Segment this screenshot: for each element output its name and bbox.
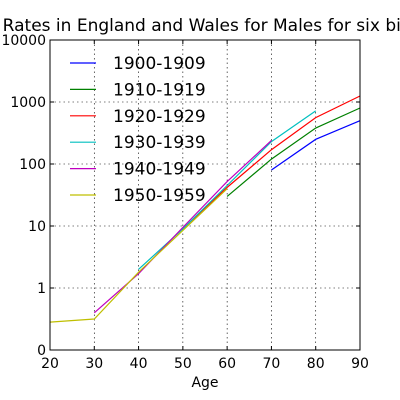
y-tick-label: 100 bbox=[19, 157, 46, 173]
x-tick-label: 20 bbox=[41, 356, 59, 372]
y-tick-label: 10000 bbox=[1, 33, 46, 49]
y-tick-label: 0 bbox=[37, 343, 46, 359]
legend-label: 1950-1959 bbox=[113, 186, 206, 206]
series-line-1940-1949 bbox=[93, 139, 272, 314]
legend-label: 1910-1919 bbox=[113, 80, 206, 100]
x-tick-label: 70 bbox=[263, 356, 281, 372]
series-line-1950-1959 bbox=[49, 188, 228, 323]
x-tick-label: 30 bbox=[85, 356, 103, 372]
axis-ticks: 20 30 40 50 60 70 80 90 0 1 10 100 1000 10000 bbox=[1, 33, 368, 372]
series-line-1920-1929 bbox=[182, 95, 361, 230]
x-tick-label: 90 bbox=[351, 356, 369, 372]
legend: 1900-1909 1910-1919 1920-1929 1930-1939 1940… bbox=[70, 54, 206, 206]
series-line-1910-1919 bbox=[226, 107, 361, 197]
x-tick-label: 40 bbox=[130, 356, 148, 372]
legend-label: 1900-1909 bbox=[113, 54, 206, 74]
series-line-1900-1909 bbox=[271, 120, 361, 171]
x-axis-label: Age bbox=[191, 375, 218, 391]
y-tick-label: 1000 bbox=[10, 95, 46, 111]
y-tick-label: 1 bbox=[37, 281, 46, 297]
legend-label: 1940-1949 bbox=[113, 160, 206, 180]
legend-label: 1920-1929 bbox=[113, 107, 206, 127]
x-tick-label: 60 bbox=[218, 356, 236, 372]
x-tick-label: 80 bbox=[307, 356, 325, 372]
x-tick-label: 50 bbox=[174, 356, 192, 372]
chart-title: Death Rates in England and Wales for Mal… bbox=[0, 16, 400, 36]
y-tick-label: 10 bbox=[28, 219, 46, 235]
legend-label: 1930-1939 bbox=[113, 133, 206, 153]
plot-frame bbox=[49, 39, 361, 351]
series-lines bbox=[49, 95, 361, 323]
